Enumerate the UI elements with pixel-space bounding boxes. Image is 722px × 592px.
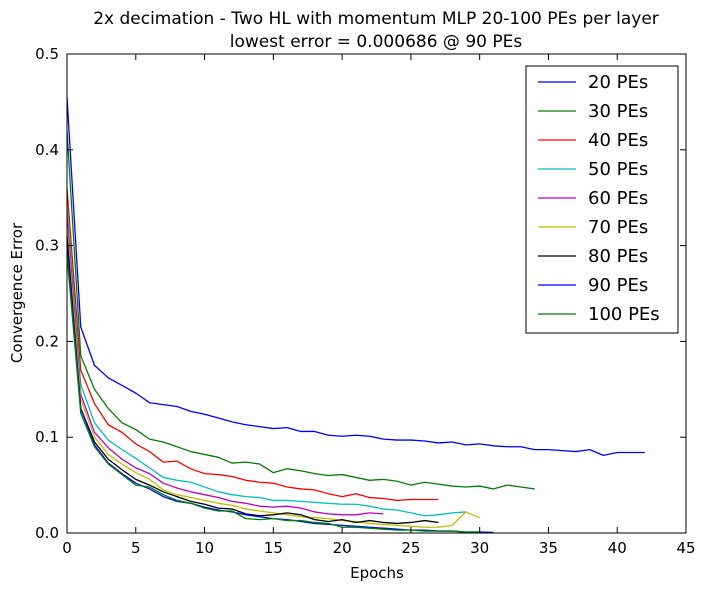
- x-tick-label: 40: [608, 539, 627, 557]
- chart-title: 2x decimation - Two HL with momentum MLP…: [93, 9, 659, 29]
- x-tick-label: 35: [539, 539, 558, 557]
- x-tick-label: 5: [131, 539, 141, 557]
- y-tick-label: 0.4: [35, 141, 59, 159]
- series-line-20-pes: [66, 97, 645, 457]
- legend: 20 PEs 30 PEs 40 PEs 50 PEs 60 PEs 70 PEs 80 P…: [525, 65, 679, 334]
- legend-label: 30 PEs: [588, 101, 648, 122]
- chart-subtitle: lowest error = 0.000686 @ 90 PEs: [230, 32, 523, 52]
- legend-label: 20 PEs: [588, 72, 648, 93]
- x-tick-label: 0: [62, 539, 72, 557]
- axis-ticks: 0 5 10 15 20 25 30 35 40 45 0.0 0.1 0.2 0.3 0.4 0.5: [35, 45, 695, 557]
- series-line-50-pes: [66, 207, 466, 517]
- legend-label: 90 PEs: [588, 275, 648, 296]
- y-axis-label: Convergence Error: [8, 222, 26, 363]
- series-line-30-pes: [66, 130, 535, 490]
- x-tick-label: 15: [264, 539, 283, 557]
- legend-label: 50 PEs: [588, 159, 648, 180]
- plot-frame: [66, 53, 687, 534]
- legend-label: 60 PEs: [588, 188, 648, 209]
- legend-label: 40 PEs: [588, 130, 648, 151]
- series-line-60-pes: [66, 216, 384, 516]
- y-tick-label: 0.0: [35, 524, 59, 542]
- series-line-70-pes: [66, 226, 480, 528]
- y-tick-label: 0.5: [35, 45, 59, 63]
- x-axis-label: Epochs: [350, 564, 404, 582]
- series-line-100-pes: [66, 255, 480, 533]
- x-tick-label: 20: [333, 539, 352, 557]
- plot-area: [66, 97, 645, 533]
- y-tick-label: 0.2: [35, 332, 59, 350]
- x-tick-label: 25: [401, 539, 420, 557]
- series-line-40-pes: [66, 188, 439, 502]
- legend-label: 80 PEs: [588, 246, 648, 267]
- series-line-80-pes: [66, 235, 439, 525]
- legend-label: 70 PEs: [588, 217, 648, 238]
- series-line-90-pes: [66, 245, 494, 533]
- x-tick-label: 45: [676, 539, 695, 557]
- x-tick-label: 30: [470, 539, 489, 557]
- y-tick-label: 0.1: [35, 428, 59, 446]
- legend-label: 100 PEs: [588, 304, 660, 325]
- y-tick-label: 0.3: [35, 237, 59, 255]
- x-tick-label: 10: [195, 539, 214, 557]
